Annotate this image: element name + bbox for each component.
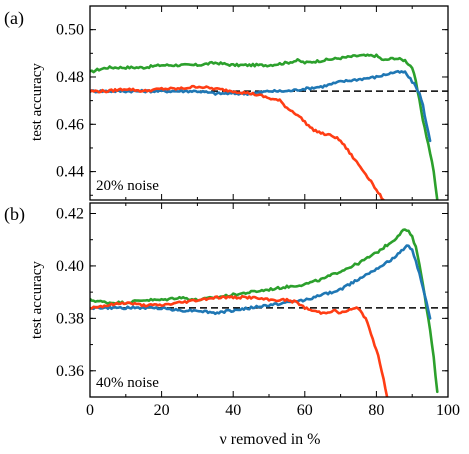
panel-a-frame <box>89 5 449 201</box>
panel-b: (b) test accuracy 0.36 0.38 0.40 0.42 0 20 40… <box>4 202 460 448</box>
x-tick-label: 40 <box>225 402 241 419</box>
panel-b-ylabel: test accuracy <box>29 261 45 339</box>
panel-a-ytick-label: 0.48 <box>56 69 84 86</box>
panel-b-ytick-label: 0.38 <box>56 310 84 327</box>
panel-a-ylabel: test accuracy <box>29 63 45 141</box>
x-tick-label: 60 <box>297 402 313 419</box>
x-tick-label: 100 <box>436 402 460 419</box>
panel-b-label: (b) <box>4 204 25 225</box>
panel-a-xticks <box>89 6 449 200</box>
panel-a-label: (a) <box>4 8 24 29</box>
panel-b-series-green <box>90 228 439 394</box>
x-tick-label: 80 <box>368 402 384 419</box>
panel-b-series-blue <box>90 244 432 320</box>
panel-b-frame <box>89 202 449 398</box>
panel-b-series-red <box>90 294 389 397</box>
panel-b-series <box>90 228 439 397</box>
panel-b-yticks: 0.36 0.38 0.40 0.42 <box>56 205 448 398</box>
panel-a-ytick-label: 0.50 <box>56 22 84 39</box>
panel-b-xticks: 0 20 40 60 80 100 <box>86 203 460 419</box>
panel-b-ytick-label: 0.42 <box>56 205 84 222</box>
x-tick-label: 0 <box>86 402 94 419</box>
panel-a-series-blue <box>90 69 432 143</box>
panel-a-series <box>90 53 439 200</box>
panel-a-series-green <box>90 53 439 200</box>
panel-b-annotation: 40% noise <box>96 375 159 391</box>
panel-a-ytick-label: 0.44 <box>56 164 84 181</box>
panel-a-series-red <box>90 84 385 200</box>
panel-a-yticks: 0.44 0.46 0.48 0.50 <box>56 5 448 196</box>
panel-a: (a) test accuracy 0.44 0.46 0.48 0.50 20% n… <box>4 5 449 201</box>
panel-a-annotation: 20% noise <box>96 178 159 194</box>
panel-b-ytick-label: 0.36 <box>56 363 84 380</box>
panel-b-ytick-label: 0.40 <box>56 258 84 275</box>
x-axis-label: ν removed in % <box>220 431 321 448</box>
panel-a-ytick-label: 0.46 <box>56 116 84 133</box>
x-tick-label: 20 <box>154 402 170 419</box>
